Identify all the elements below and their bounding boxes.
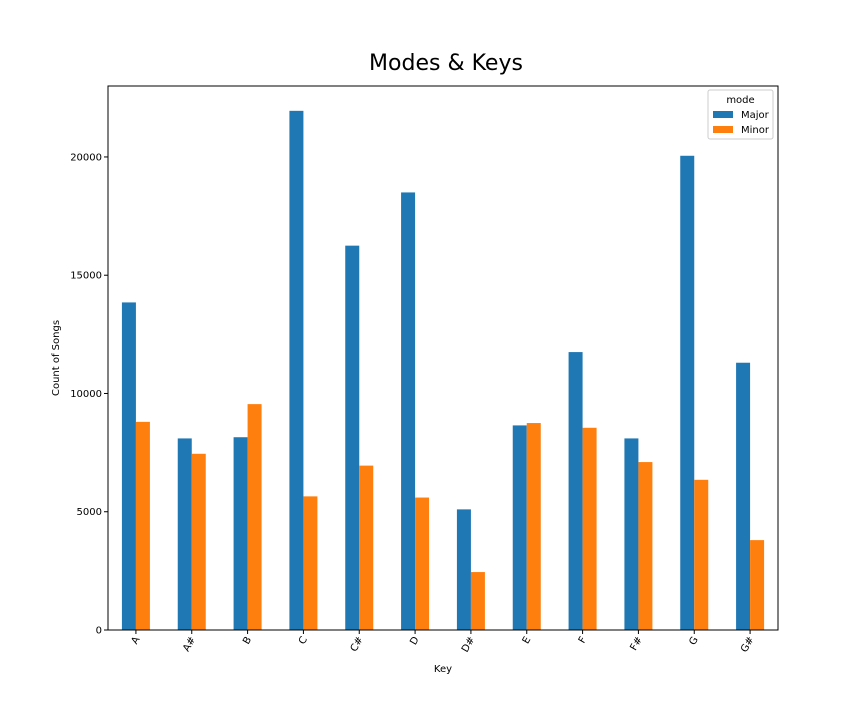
bar-major-gsharp — [736, 362, 751, 630]
x-tick-label: G# — [739, 635, 757, 654]
y-tick-label: 5000 — [77, 507, 102, 518]
x-axis-label: Key — [434, 664, 452, 675]
bar-major-dsharp — [456, 509, 471, 630]
bar-minor-b — [247, 404, 262, 630]
legend-swatch-minor — [713, 126, 733, 133]
bar-minor-c — [303, 496, 318, 630]
bar-minor-f — [582, 427, 597, 630]
bar-major-csharp — [345, 245, 360, 631]
x-tick-label: C — [297, 635, 310, 647]
bar-minor-g — [694, 479, 709, 630]
x-tick-label: A — [130, 635, 143, 647]
y-tick-label: 20000 — [70, 152, 102, 163]
bar-major-a — [121, 302, 136, 630]
x-tick-label: F# — [628, 635, 645, 653]
bar-major-e — [512, 425, 527, 630]
legend-entry-major: Major — [741, 110, 770, 121]
legend-title: mode — [726, 95, 754, 106]
plot-area: 0 5000 10000 15000 20000 A A# B C C# D D# E F F# G G# — [70, 85, 779, 654]
bar-minor-asharp — [191, 453, 206, 630]
bar-major-d — [401, 192, 416, 630]
plot-frame — [107, 85, 779, 631]
legend-entry-minor: Minor — [741, 125, 770, 136]
legend: mode Major Minor — [707, 89, 774, 140]
x-tick-label: G — [687, 635, 700, 647]
y-axis-label: Count of Songs — [51, 320, 62, 396]
bar-major-b — [233, 437, 248, 630]
y-tick-label: 10000 — [70, 389, 102, 400]
x-tick-label: C# — [349, 635, 366, 654]
bar-major-g — [680, 155, 695, 630]
x-tick-label: F — [577, 635, 590, 646]
bar-minor-dsharp — [470, 572, 485, 630]
y-tick-label: 0 — [96, 626, 102, 637]
bar-major-f — [568, 352, 583, 630]
legend-swatch-major — [713, 111, 733, 118]
bar-minor-csharp — [359, 465, 374, 630]
x-tick-label: A# — [181, 635, 198, 654]
bar-minor-a — [135, 421, 150, 630]
y-tick-label: 15000 — [70, 271, 102, 282]
bar-minor-fsharp — [638, 462, 653, 630]
bar-major-asharp — [177, 438, 192, 630]
bar-major-c — [289, 110, 304, 631]
bar-major-fsharp — [624, 438, 639, 630]
bar-minor-d — [415, 497, 430, 630]
x-tick-label: E — [521, 635, 534, 646]
chart-title: Modes & Keys — [369, 51, 523, 76]
x-tick-label: B — [241, 635, 254, 647]
bar-minor-gsharp — [750, 540, 765, 630]
x-tick-label: D# — [460, 635, 478, 654]
bar-minor-e — [526, 423, 541, 630]
x-tick-label: D — [408, 635, 422, 647]
